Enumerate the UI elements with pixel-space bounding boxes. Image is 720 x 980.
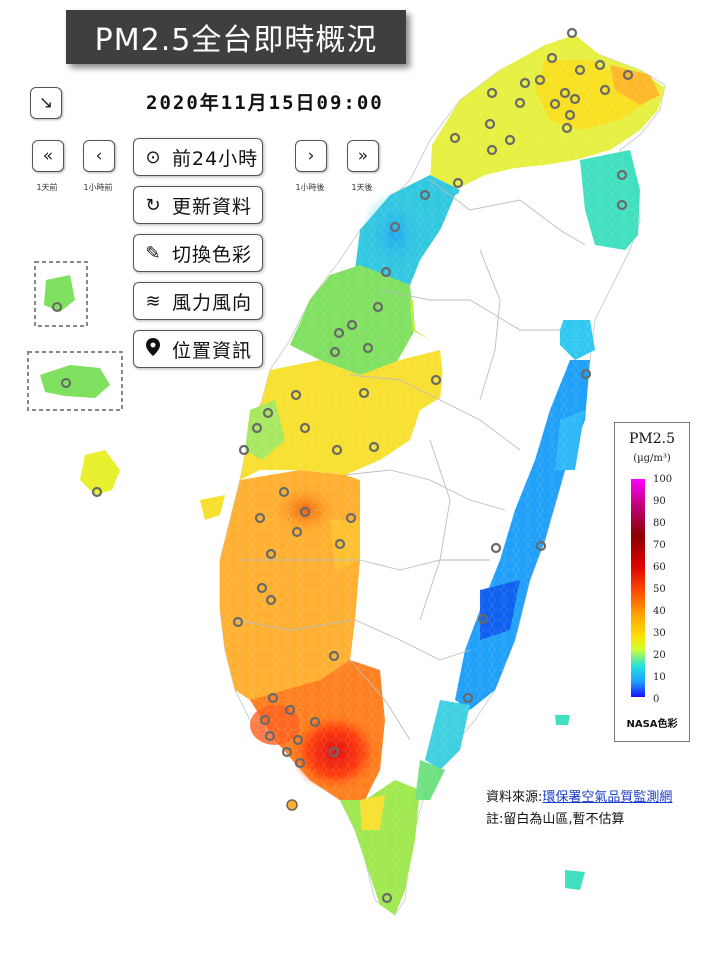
legend-color-bar xyxy=(631,479,645,697)
refresh-data-button[interactable]: ↻ 更新資料 xyxy=(133,186,263,224)
refresh-data-label: 更新資料 xyxy=(172,195,253,218)
wind-direction-label: 風力風向 xyxy=(172,291,253,314)
inset-matsu-frame xyxy=(34,261,88,327)
data-source-link[interactable]: 環保署空氣品質監測網 xyxy=(542,790,673,805)
past-24-hours-label: 前24小時 xyxy=(172,147,259,170)
legend-tick: 10 xyxy=(653,672,666,683)
one-hour-forward-caption: 1小時後 xyxy=(295,183,325,192)
past-24-hours-button[interactable]: ⊙ 前24小時 xyxy=(133,138,263,176)
legend-tick: 20 xyxy=(653,650,666,661)
chevron-right-icon: › xyxy=(307,146,315,166)
legend-tick: 60 xyxy=(653,562,666,573)
arrow-down-right-icon: ↘ xyxy=(38,93,54,113)
legend-unit: (µg/m³) xyxy=(633,453,671,464)
timestamp-label: 2020年11月15日09:00 xyxy=(146,92,384,114)
map-pin-icon xyxy=(138,337,168,361)
wind-direction-button[interactable]: ≋ 風力風向 xyxy=(133,282,263,320)
legend-tick: 100 xyxy=(653,474,673,485)
refresh-icon: ↻ xyxy=(145,194,161,216)
one-hour-back-button[interactable]: ‹ xyxy=(83,140,115,172)
legend-tick: 0 xyxy=(653,694,660,705)
legend-tick: 40 xyxy=(653,606,666,617)
data-source-line: 資料來源:環保署空氣品質監測網 xyxy=(486,786,672,805)
one-hour-back-caption: 1小時前 xyxy=(83,183,113,192)
legend-tick: 80 xyxy=(653,518,666,529)
penghu-island xyxy=(80,450,120,495)
switch-colors-label: 切換色彩 xyxy=(172,243,253,266)
color-legend: PM2.5 (µg/m³) 100 90 80 70 60 50 40 30 2… xyxy=(614,422,690,742)
double-chevron-left-icon: « xyxy=(42,146,54,166)
legend-caption: NASA色彩 xyxy=(626,719,678,730)
paint-brush-icon: ✎ xyxy=(145,242,161,264)
legend-title: PM2.5 xyxy=(628,431,676,447)
monitoring-stations xyxy=(91,27,634,904)
chevron-left-icon: ‹ xyxy=(95,146,103,166)
page-title: PM2.5全台即時概況 xyxy=(66,10,406,64)
wind-icon: ≋ xyxy=(145,290,161,312)
data-source-prefix: 資料來源: xyxy=(486,790,543,805)
location-info-button[interactable]: 位置資訊 xyxy=(133,330,263,368)
legend-tick: 30 xyxy=(653,628,666,639)
legend-tick: 70 xyxy=(653,540,666,551)
one-day-back-caption: 1天前 xyxy=(36,183,58,192)
one-day-forward-caption: 1天後 xyxy=(351,183,373,192)
blank-area-note: 註:留白為山區,暫不估算 xyxy=(486,812,625,827)
legend-tick: 50 xyxy=(653,584,666,595)
legend-tick: 90 xyxy=(653,496,666,507)
collapse-panel-button[interactable]: ↘ xyxy=(30,87,62,119)
county-boundaries xyxy=(234,179,586,741)
one-day-forward-button[interactable]: » xyxy=(347,140,379,172)
one-hour-forward-button[interactable]: › xyxy=(295,140,327,172)
mountain-blank-area xyxy=(360,170,585,745)
location-info-label: 位置資訊 xyxy=(172,339,253,362)
double-chevron-right-icon: » xyxy=(357,146,369,166)
one-day-back-button[interactable]: « xyxy=(32,140,64,172)
switch-colors-button[interactable]: ✎ 切換色彩 xyxy=(133,234,263,272)
play-circle-icon: ⊙ xyxy=(145,146,161,168)
inset-kinmen-frame xyxy=(27,351,123,411)
